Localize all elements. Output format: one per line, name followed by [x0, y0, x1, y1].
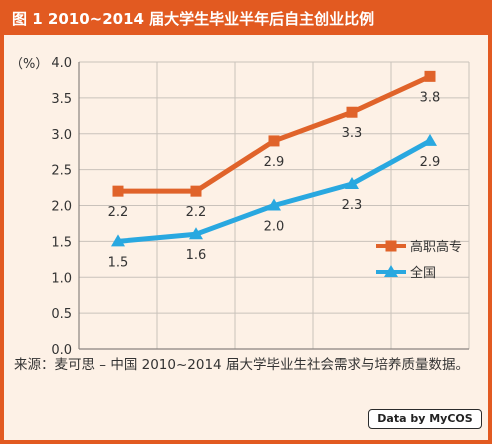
- data-point-marker: [111, 234, 125, 247]
- data-point-marker: [267, 198, 281, 211]
- y-tick-label: 3.5: [51, 92, 72, 107]
- y-tick-label: 0.5: [51, 307, 72, 322]
- data-label: 1.5: [108, 255, 129, 270]
- data-label: 1.6: [186, 248, 207, 263]
- data-point-marker: [384, 265, 398, 277]
- data-point-marker: [346, 106, 358, 118]
- y-tick-label: 1.0: [51, 271, 72, 286]
- data-label: 3.8: [420, 90, 441, 105]
- y-tick-label: 3.0: [51, 128, 72, 143]
- y-tick-label: 2.0: [51, 200, 72, 215]
- data-label: 2.9: [420, 155, 441, 170]
- legend-label: 全国: [410, 265, 436, 281]
- data-point-marker: [385, 240, 397, 252]
- legend-item: 全国: [376, 265, 436, 281]
- data-point-marker: [268, 135, 280, 147]
- legend-label: 高职高专: [410, 239, 462, 255]
- y-tick-label: 2.5: [51, 164, 72, 179]
- data-label: 2.0: [264, 220, 285, 235]
- data-label: 3.3: [342, 126, 363, 141]
- data-point-marker: [345, 176, 359, 189]
- data-label: 2.9: [264, 155, 285, 170]
- data-by-mycos-badge: Data by MyCOS: [368, 409, 482, 429]
- y-tick-label: 0.0: [51, 343, 72, 355]
- y-tick-label: 4.0: [51, 56, 72, 71]
- y-axis-unit-label: （%）: [10, 57, 48, 72]
- series-2: 1.5 1.6 2.0 2.3 2.9: [108, 133, 441, 270]
- data-point-marker: [190, 185, 202, 197]
- data-label: 2.3: [342, 198, 363, 213]
- axes: 0.00.51.01.52.02.53.03.54.02010 届2011 届2…: [51, 56, 469, 355]
- source-note: 来源：麦可思 – 中国 2010~2014 届大学毕业生社会需求与培养质量数据。: [14, 357, 469, 373]
- series: 2.2 2.2 2.9 3.3 3.8 1.5 1.6 2.0 2.3 2.9: [108, 70, 441, 270]
- y-tick-label: 1.5: [51, 235, 72, 250]
- line-chart: 0.00.51.01.52.02.53.03.54.02010 届2011 届2…: [10, 56, 470, 355]
- data-point-marker: [423, 133, 437, 146]
- data-label: 2.2: [186, 205, 207, 220]
- chart-title: 图 1 2010~2014 届大学生毕业半年后自主创业比例: [4, 4, 488, 35]
- series-1: 2.2 2.2 2.9 3.3 3.8: [108, 70, 441, 220]
- data-point-marker: [189, 227, 203, 240]
- legend-item: 高职高专: [376, 239, 462, 255]
- data-label: 2.2: [108, 205, 129, 220]
- data-point-marker: [424, 70, 436, 82]
- data-point-marker: [112, 185, 124, 197]
